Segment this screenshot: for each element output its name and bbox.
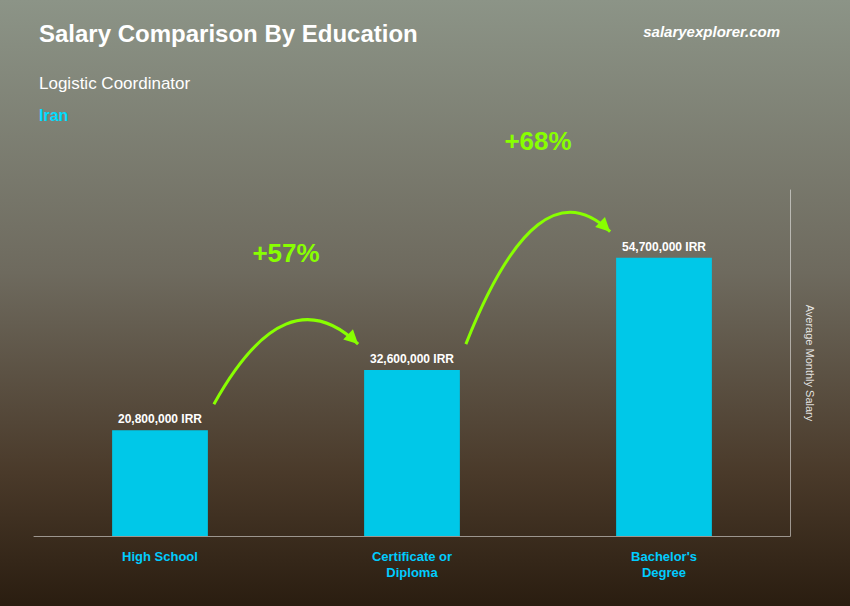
svg-text:+68%: +68% bbox=[504, 126, 571, 156]
svg-text:20,800,000 IRR: 20,800,000 IRR bbox=[118, 412, 202, 426]
svg-text:High School: High School bbox=[122, 549, 198, 564]
svg-text:Iran: Iran bbox=[39, 107, 68, 124]
svg-text:Average Monthly Salary: Average Monthly Salary bbox=[804, 305, 816, 422]
svg-text:Logistic Coordinator: Logistic Coordinator bbox=[39, 74, 191, 93]
svg-text:32,600,000 IRR: 32,600,000 IRR bbox=[370, 352, 454, 366]
svg-text:Salary Comparison By Education: Salary Comparison By Education bbox=[39, 20, 418, 47]
svg-text:Diploma: Diploma bbox=[386, 565, 438, 580]
svg-text:Bachelor's: Bachelor's bbox=[631, 549, 697, 564]
svg-text:+57%: +57% bbox=[252, 238, 319, 268]
svg-text:54,700,000 IRR: 54,700,000 IRR bbox=[622, 240, 706, 254]
svg-text:Certificate or: Certificate or bbox=[372, 549, 452, 564]
svg-text:Degree: Degree bbox=[642, 565, 686, 580]
svg-text:salaryexplorer.com: salaryexplorer.com bbox=[643, 23, 780, 40]
